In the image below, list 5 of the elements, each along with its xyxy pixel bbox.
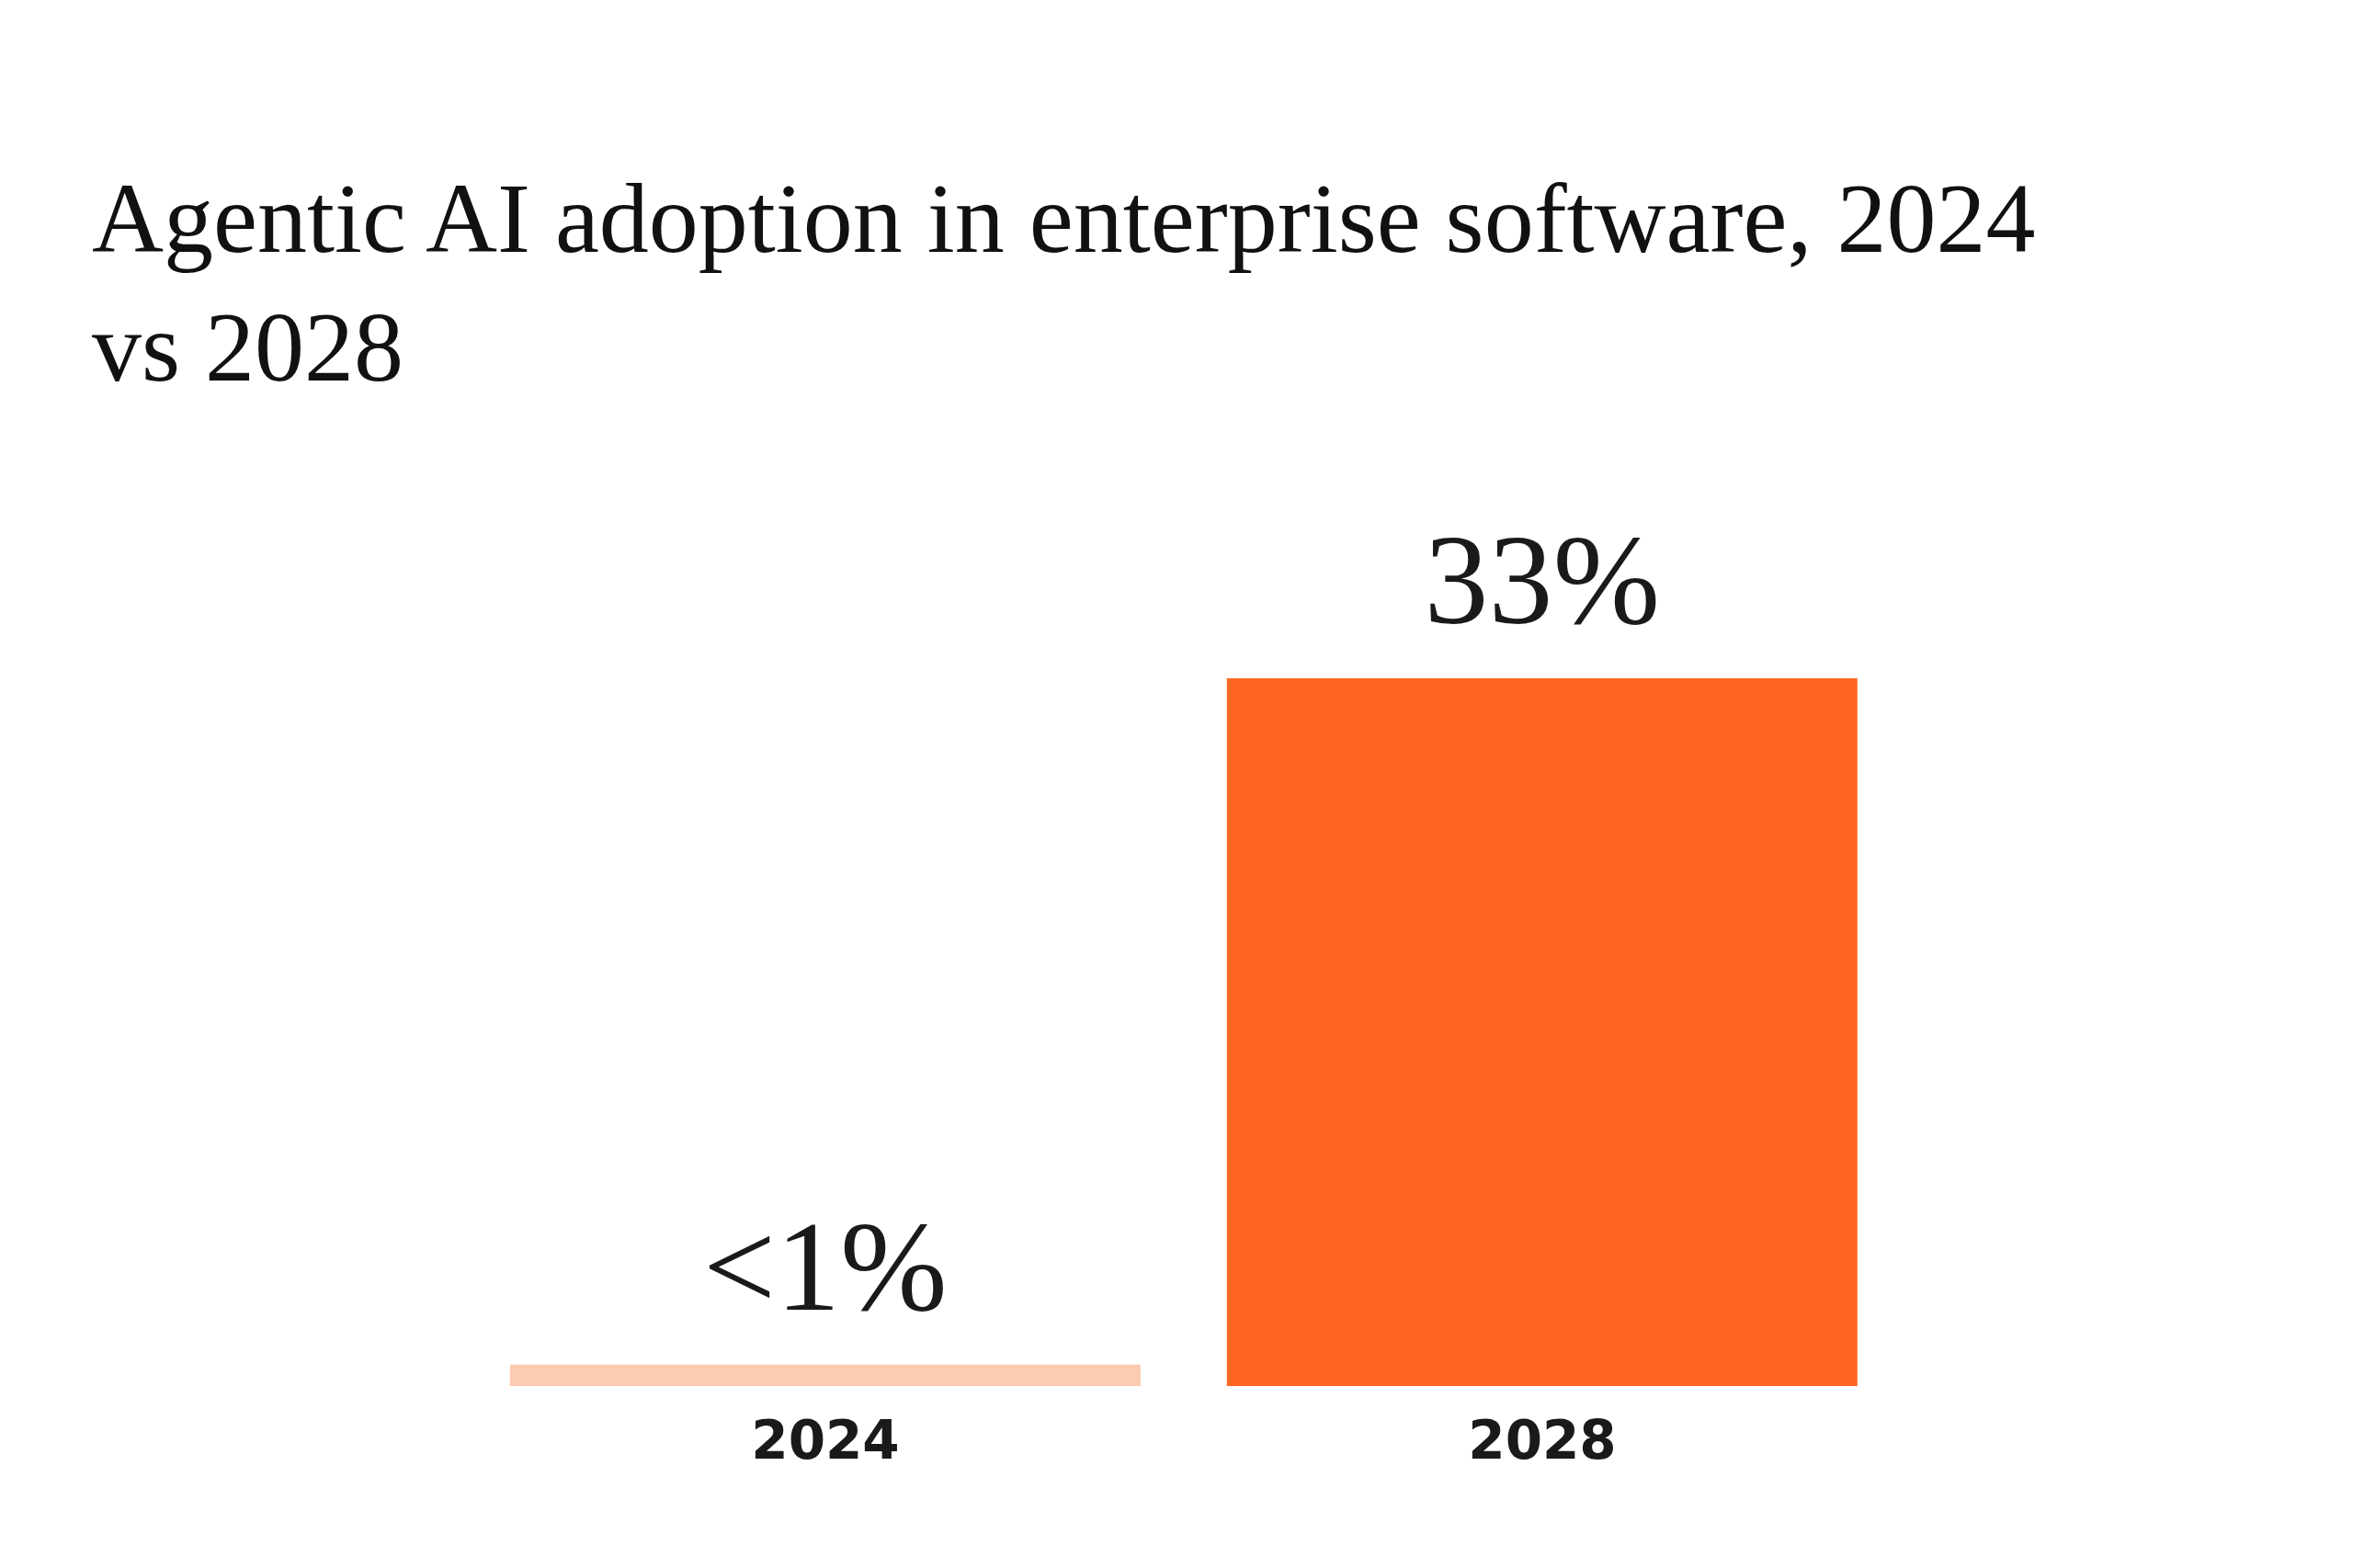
chart-title: Agentic AI adoption in enterprise software, 2024 vs 2028 <box>92 163 2037 403</box>
x-tick-label: 2028 <box>1468 1409 1617 1472</box>
data-label: 33% <box>1424 508 1661 651</box>
data-label: <1% <box>703 1194 948 1337</box>
x-tick-label: 2024 <box>751 1409 900 1472</box>
